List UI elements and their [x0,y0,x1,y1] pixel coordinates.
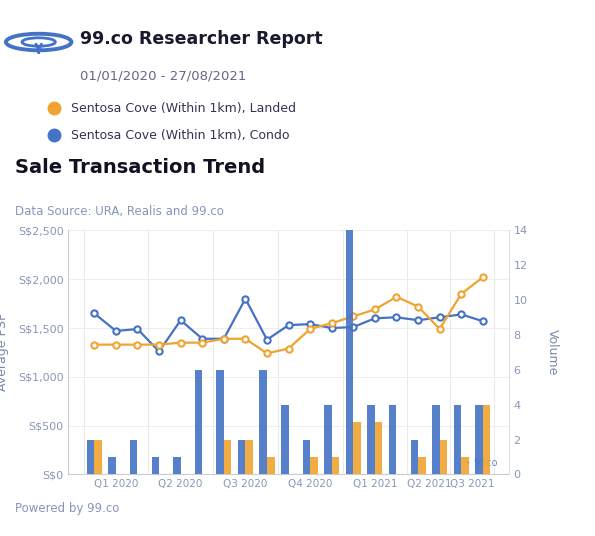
Text: Sale Transaction Trend: Sale Transaction Trend [15,158,265,177]
Bar [346,230,353,474]
Bar [281,405,289,474]
Bar [324,405,332,474]
Bar [216,370,224,474]
Text: Sentosa Cove (Within 1km), Landed: Sentosa Cove (Within 1km), Landed [71,101,296,115]
Bar [411,440,418,474]
Bar [108,457,116,474]
Bar [461,457,469,474]
Bar [332,457,339,474]
Bar [267,457,274,474]
Text: Sentosa Cove (Within 1km), Condo: Sentosa Cove (Within 1km), Condo [71,129,290,142]
Bar [87,440,95,474]
Bar [353,422,361,474]
Bar [152,457,159,474]
Bar [440,440,447,474]
Bar [453,405,461,474]
Text: Data Source: URA, Realis and 99.co: Data Source: URA, Realis and 99.co [15,205,224,218]
Bar [245,440,253,474]
Bar [238,440,245,474]
Bar [259,370,267,474]
Text: Powered by 99.co: Powered by 99.co [15,502,119,516]
Bar [95,440,102,474]
Bar [483,405,490,474]
Bar [310,457,318,474]
Bar [195,370,202,474]
Bar [173,457,181,474]
Bar [375,422,383,474]
Y-axis label: Volume: Volume [546,329,559,376]
Bar [475,405,483,474]
Bar [303,440,310,474]
Bar [389,405,396,474]
Bar [418,457,425,474]
Text: 99.co Researcher Report: 99.co Researcher Report [80,30,323,48]
Bar [224,440,231,474]
Bar [130,440,137,474]
Text: • 99co: • 99co [465,458,497,468]
Y-axis label: Average PSF: Average PSF [0,314,10,391]
Bar [367,405,375,474]
Bar [432,405,440,474]
Text: 01/01/2020 - 27/08/2021: 01/01/2020 - 27/08/2021 [80,69,247,82]
